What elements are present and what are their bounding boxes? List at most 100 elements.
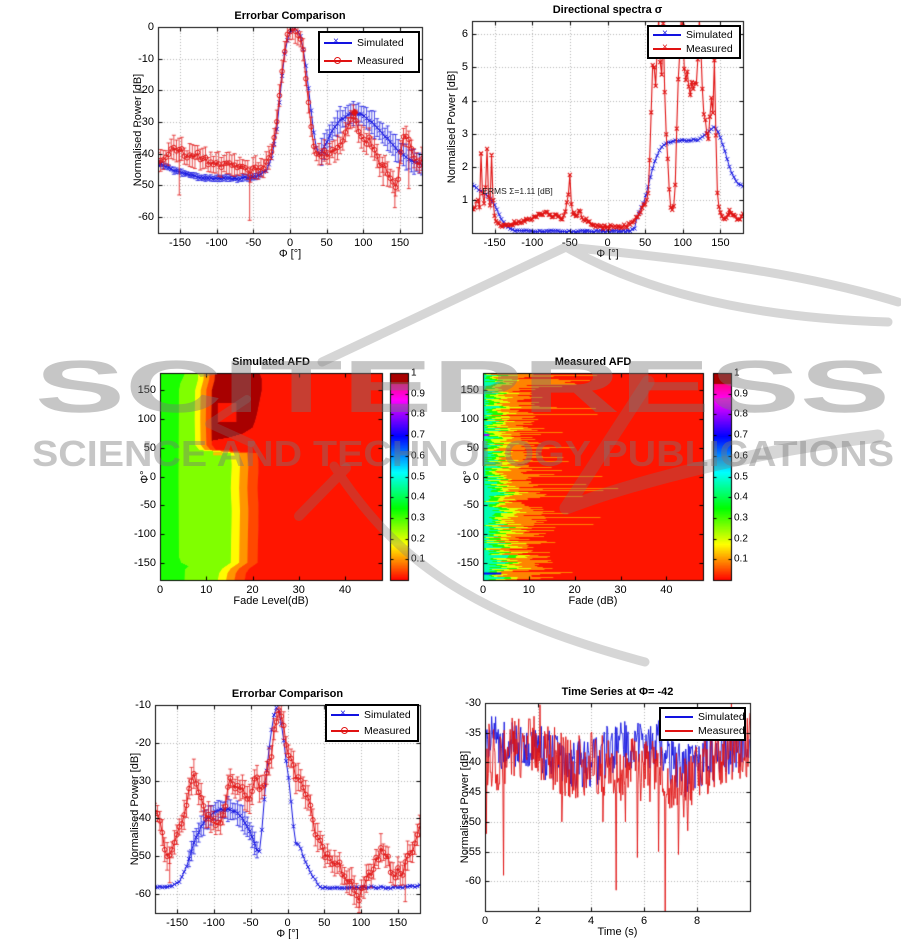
axis-tick-label: 6 bbox=[640, 915, 648, 927]
axis-tick-label: -100 bbox=[202, 917, 225, 929]
axis-tick-label: 10 bbox=[200, 584, 213, 596]
axis-tick-label: -100 bbox=[205, 237, 228, 249]
axis-tick-label: 50 bbox=[639, 237, 652, 249]
axis-tick-label: -30 bbox=[465, 697, 481, 709]
axis-tick-label: 1 bbox=[734, 367, 740, 379]
axis-tick-label: 8 bbox=[693, 915, 701, 927]
axis-tick-label: -60 bbox=[465, 875, 481, 888]
axis-tick-label: 0 bbox=[149, 470, 156, 483]
axis-tick-label: 0 bbox=[472, 470, 479, 483]
axis-tick-label: -50 bbox=[561, 237, 578, 249]
axis-tick-label: -150 bbox=[483, 237, 506, 249]
legend-line-sample bbox=[665, 712, 693, 722]
legend-line-sample bbox=[665, 726, 693, 736]
axis-tick-label: 0 bbox=[604, 237, 611, 249]
axis-tick-label: 40 bbox=[660, 584, 673, 596]
legend-plot2: × Simulated × Measured bbox=[647, 25, 741, 59]
axis-tick-label: -55 bbox=[465, 845, 481, 858]
axis-tick-label: 0.9 bbox=[734, 388, 748, 400]
axis-tick-label: -40 bbox=[138, 147, 154, 160]
axis-tick-label: 150 bbox=[460, 384, 479, 397]
axis-tick-label: -30 bbox=[135, 774, 151, 787]
axis-tick-label: 0.6 bbox=[411, 450, 425, 462]
plot2-ylabel: Normalised Power [dB] bbox=[446, 70, 458, 184]
axis-tick-label: 0 bbox=[284, 917, 291, 929]
axis-tick-label: 3 bbox=[461, 127, 468, 140]
axis-tick-label: -150 bbox=[168, 237, 192, 249]
legend-entry: Measured bbox=[665, 724, 745, 738]
legend-entry: Measured bbox=[324, 53, 414, 69]
axis-tick-label: 0.9 bbox=[411, 388, 425, 400]
axis-tick-label: 0.1 bbox=[411, 553, 425, 565]
axis-tick-label: 0.2 bbox=[411, 533, 425, 545]
legend-entry: Simulated bbox=[665, 710, 745, 724]
plot1-title: Errorbar Comparison bbox=[234, 10, 346, 22]
axis-tick-label: 0 bbox=[481, 915, 489, 927]
plot3-title: Simulated AFD bbox=[232, 356, 310, 368]
axis-tick-label: 50 bbox=[320, 237, 333, 249]
axis-tick-label: 0.7 bbox=[411, 429, 425, 441]
axis-tick-label: 100 bbox=[460, 413, 479, 425]
axis-tick-label: 150 bbox=[388, 917, 408, 929]
axis-tick-label: 0 bbox=[156, 584, 164, 596]
plot4-ylabel: Φ° bbox=[462, 469, 474, 484]
axis-tick-label: 0 bbox=[147, 21, 154, 33]
axis-tick-label: -50 bbox=[138, 179, 154, 192]
legend-entry: Measured bbox=[331, 723, 413, 739]
axis-tick-label: 10 bbox=[522, 584, 535, 596]
axis-tick-label: 100 bbox=[137, 413, 156, 425]
legend-label: Measured bbox=[357, 54, 404, 67]
axis-tick-label: -50 bbox=[140, 499, 156, 512]
axis-tick-label: 30 bbox=[292, 584, 305, 596]
plot5-title: Errorbar Comparison bbox=[231, 688, 344, 700]
axis-tick-label: 0.4 bbox=[734, 491, 748, 503]
axis-tick-label: 4 bbox=[461, 94, 468, 107]
axis-tick-label: 50 bbox=[466, 441, 479, 454]
axis-tick-label: 5 bbox=[461, 61, 468, 74]
legend-line-sample: × bbox=[331, 708, 359, 720]
legend-label: Simulated bbox=[357, 37, 404, 50]
axis-tick-label: 40 bbox=[338, 584, 352, 596]
axis-tick-label: 4 bbox=[587, 915, 595, 927]
erms-annotation: ERMS Σ=1.11 [dB] bbox=[482, 185, 553, 196]
axis-tick-label: 1 bbox=[411, 367, 417, 379]
axis-tick-label: -60 bbox=[135, 888, 151, 901]
legend-entry: × Simulated bbox=[331, 707, 413, 723]
axis-tick-label: 2 bbox=[534, 915, 542, 927]
plot4-xlabel: Fade (dB) bbox=[568, 595, 618, 607]
legend-entry: × Simulated bbox=[653, 28, 735, 42]
axis-tick-label: -150 bbox=[166, 917, 189, 929]
plot6-ylabel: Normalised Power [dB] bbox=[459, 750, 471, 864]
axis-tick-label: 0.5 bbox=[411, 471, 425, 482]
legend-label: Measured bbox=[364, 725, 411, 737]
legend-entry: × Simulated bbox=[324, 35, 414, 51]
axis-tick-label: -150 bbox=[133, 556, 156, 569]
axis-tick-label: -10 bbox=[138, 52, 154, 65]
axis-tick-label: 0.4 bbox=[411, 491, 425, 503]
axis-tick-label: 0.2 bbox=[734, 533, 748, 545]
axis-tick-label: 0.8 bbox=[734, 408, 748, 420]
axis-tick-label: 0.7 bbox=[734, 429, 748, 441]
axis-tick-label: 50 bbox=[318, 917, 331, 929]
plot2-title: Directional spectra σ bbox=[552, 4, 663, 16]
axis-tick-label: 30 bbox=[614, 584, 627, 596]
axis-tick-label: -100 bbox=[133, 528, 156, 540]
axis-tick-label: 2 bbox=[461, 160, 468, 173]
legend-entry: × Measured bbox=[653, 42, 735, 56]
legend-line-sample: × bbox=[324, 36, 352, 48]
legend-label: Simulated bbox=[698, 711, 745, 723]
axis-tick-label: -40 bbox=[135, 812, 151, 825]
axis-tick-label: -40 bbox=[465, 756, 481, 769]
plot1-xlabel: Φ [°] bbox=[278, 248, 302, 260]
legend-plot1: × Simulated Measured bbox=[318, 31, 420, 73]
axis-tick-label: 150 bbox=[711, 237, 730, 249]
axis-tick-label: 100 bbox=[354, 237, 373, 249]
legend-label: Measured bbox=[698, 725, 745, 737]
axis-tick-label: -60 bbox=[138, 211, 154, 224]
legend-line-sample: × bbox=[653, 28, 681, 40]
legend-line-sample bbox=[331, 726, 359, 736]
axis-tick-label: 0.1 bbox=[734, 553, 748, 565]
axis-tick-label: -50 bbox=[242, 917, 259, 929]
axis-tick-label: 0.8 bbox=[411, 408, 425, 420]
